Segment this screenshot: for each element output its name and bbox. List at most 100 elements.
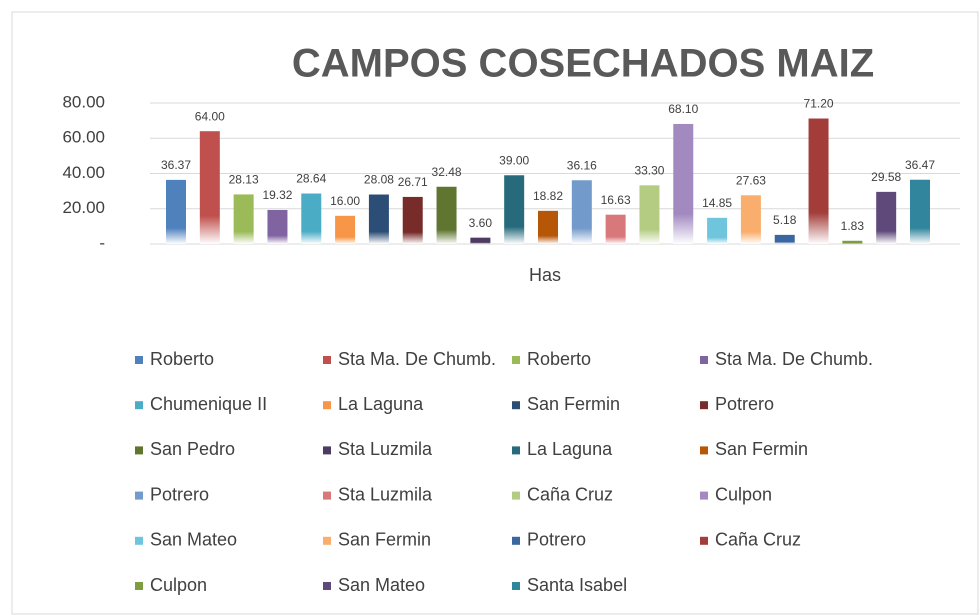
- data-label: 71.20: [804, 97, 834, 111]
- data-label: 19.32: [262, 188, 292, 202]
- y-tick-label: 80.00: [62, 92, 105, 111]
- y-tick-label: 40.00: [62, 163, 105, 182]
- legend-swatch: [323, 536, 331, 545]
- data-label: 28.13: [229, 173, 259, 187]
- bar: [876, 191, 897, 244]
- data-label: 64.00: [195, 109, 225, 123]
- legend-swatch: [323, 582, 331, 590]
- bar: [233, 194, 254, 244]
- data-label: 29.58: [871, 170, 901, 184]
- legend-swatch: [700, 446, 708, 455]
- legend-label: Culpon: [150, 575, 207, 595]
- legend-label: Potrero: [150, 484, 209, 504]
- legend-label: Sta Ma. De Chumb.: [715, 349, 873, 369]
- legend-label: Potrero: [715, 394, 774, 414]
- data-label: 16.00: [330, 194, 360, 208]
- bar: [639, 185, 660, 244]
- legend-label: San Mateo: [150, 530, 237, 550]
- legend-label: Caña Cruz: [715, 530, 801, 550]
- bar: [504, 175, 525, 244]
- legend-label: Sta Ma. De Chumb.: [338, 349, 496, 369]
- bar: [673, 123, 694, 244]
- data-label: 33.30: [634, 163, 664, 177]
- data-label: 39.00: [499, 153, 529, 167]
- legend-label: Roberto: [527, 349, 591, 369]
- data-label: 36.37: [161, 158, 191, 172]
- legend-label: Sta Luzmila: [338, 439, 433, 459]
- bar: [910, 179, 930, 244]
- x-axis-label: Has: [529, 265, 561, 285]
- data-label: 26.71: [398, 175, 428, 189]
- legend-swatch: [323, 446, 331, 455]
- legend-swatch: [135, 491, 143, 500]
- legend-swatch: [323, 491, 331, 500]
- legend-label: Potrero: [527, 530, 586, 550]
- bar: [368, 194, 389, 244]
- legend-label: La Laguna: [338, 394, 424, 414]
- data-label: 32.48: [432, 165, 462, 179]
- data-label: 16.63: [601, 193, 631, 207]
- y-tick-label: 20.00: [62, 198, 105, 217]
- bar: [571, 180, 592, 244]
- data-label: 1.83: [841, 219, 865, 233]
- bar: [436, 186, 457, 244]
- legend-label: Caña Cruz: [527, 484, 613, 504]
- legend-label: San Pedro: [150, 439, 235, 459]
- bar: [707, 217, 728, 244]
- bar: [402, 196, 423, 244]
- bar: [267, 209, 288, 244]
- legend-swatch: [512, 401, 520, 410]
- data-label: 28.08: [364, 173, 394, 187]
- legend-label: San Fermin: [338, 530, 431, 550]
- legend-label: Chumenique II: [150, 394, 267, 414]
- bar: [301, 193, 322, 244]
- data-label: 36.47: [905, 158, 935, 172]
- legend-swatch: [700, 401, 708, 410]
- legend-label: Roberto: [150, 349, 214, 369]
- legend-swatch: [135, 356, 143, 364]
- bar: [605, 214, 626, 244]
- legend-label: Sta Luzmila: [338, 484, 433, 504]
- data-label: 28.64: [296, 172, 326, 186]
- bar: [199, 131, 220, 244]
- legend-label: San Fermin: [527, 394, 620, 414]
- data-label: 5.18: [773, 213, 797, 227]
- legend-label: San Mateo: [338, 575, 425, 595]
- bar: [166, 179, 186, 244]
- chart-frame: [11, 11, 979, 615]
- data-label: 18.82: [533, 189, 563, 203]
- legend-swatch: [323, 401, 331, 410]
- y-tick-label: 60.00: [62, 128, 105, 147]
- legend-swatch: [512, 356, 520, 364]
- legend-swatch: [135, 536, 143, 545]
- data-label: 3.60: [469, 216, 493, 230]
- bar: [842, 240, 863, 244]
- data-label: 68.10: [668, 102, 698, 116]
- legend-label: Santa Isabel: [527, 575, 627, 595]
- bar: [774, 234, 795, 244]
- legend-label: Culpon: [715, 484, 772, 504]
- legend-swatch: [512, 536, 520, 545]
- legend-swatch: [700, 356, 708, 364]
- legend-label: San Fermin: [715, 439, 808, 459]
- legend-swatch: [512, 446, 520, 455]
- bar: [335, 215, 356, 244]
- data-label: 27.63: [736, 173, 766, 187]
- legend-swatch: [512, 491, 520, 500]
- chart-title: CAMPOS COSECHADOS MAIZ: [292, 42, 874, 86]
- legend-swatch: [700, 536, 708, 545]
- legend-swatch: [323, 356, 331, 364]
- legend-swatch: [512, 582, 520, 590]
- legend-swatch: [135, 446, 143, 455]
- bar: [740, 195, 761, 244]
- legend-swatch: [135, 401, 143, 410]
- legend-swatch: [700, 491, 708, 500]
- bar: [470, 237, 491, 244]
- data-label: 14.85: [702, 196, 732, 210]
- bar: [808, 118, 829, 244]
- y-tick-label: -: [99, 233, 105, 252]
- bar: [538, 210, 558, 244]
- data-label: 36.16: [567, 158, 597, 172]
- legend-label: La Laguna: [527, 439, 613, 459]
